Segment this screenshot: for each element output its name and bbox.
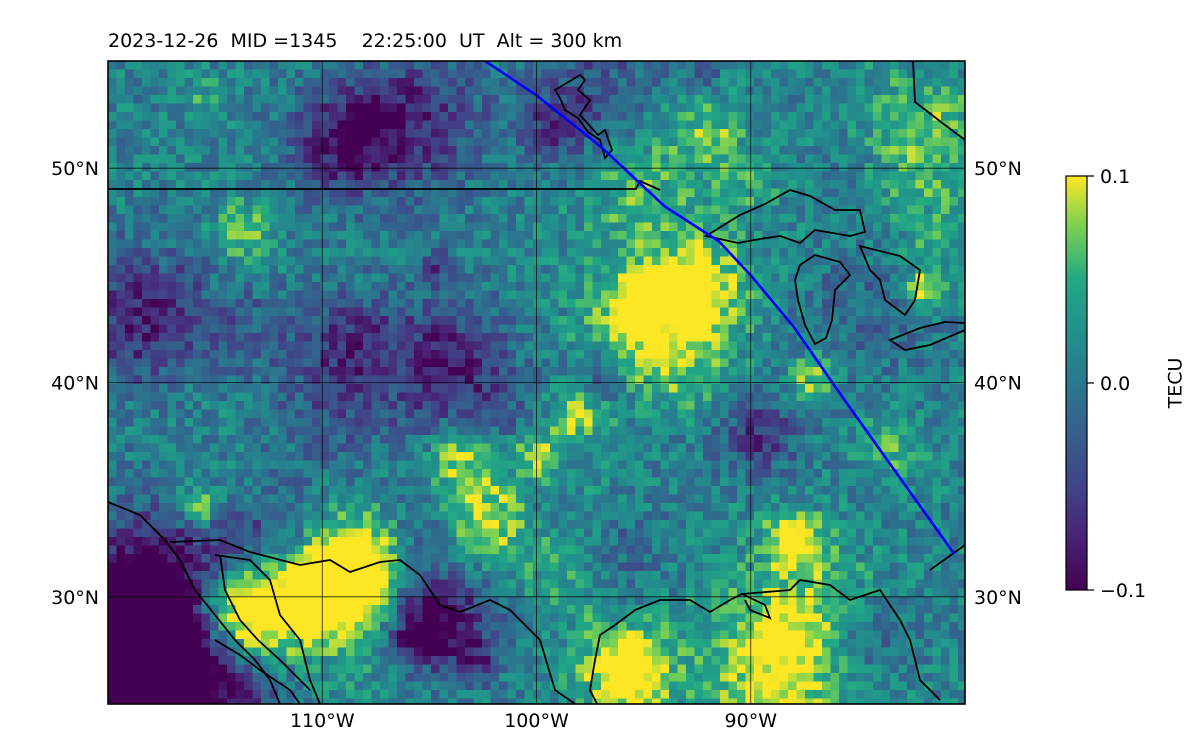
- east-us-coast: [929, 544, 965, 571]
- colorbar-tick-label: 0.0: [1100, 373, 1130, 395]
- satellite-track: [484, 61, 956, 555]
- pacific-coast-mainland: [219, 554, 311, 691]
- lon-tick-label: 100°W: [504, 710, 569, 732]
- lat-tick-label-left: 50°N: [51, 158, 99, 180]
- great-lakes-michigan: [794, 254, 852, 346]
- satellite-track-line: [484, 61, 956, 555]
- gulf-coast-texas: [589, 592, 772, 704]
- colorbar-tick-label: 0.1: [1100, 166, 1130, 188]
- us-canada-border: [108, 179, 661, 191]
- colorbar-gradient: [1065, 175, 1088, 591]
- colorbar-ticks: 0.1 0.0 −0.1: [1087, 166, 1146, 602]
- baja-california-coast: [108, 501, 281, 704]
- lat-tick-label-left: 40°N: [51, 373, 99, 395]
- canada-east-coast: [912, 61, 965, 141]
- coastlines: [108, 61, 965, 704]
- great-lakes-erie-ontario: [888, 321, 965, 351]
- lon-tick-labels: 110°W 100°W 90°W: [290, 710, 777, 732]
- great-lakes-huron: [858, 244, 921, 317]
- mexico-pacific-coast: [214, 639, 301, 704]
- lat-tick-labels: 30°N 30°N 40°N 40°N 50°N 50°N: [51, 158, 1022, 609]
- lon-tick-label: 90°W: [725, 710, 778, 732]
- lat-tick-label-right: 50°N: [974, 158, 1022, 180]
- colorbar-tick-label: −0.1: [1100, 580, 1146, 602]
- lon-tick-label: 110°W: [290, 710, 355, 732]
- plot-frame: [107, 60, 966, 705]
- great-lakes-superior: [703, 189, 867, 245]
- hudson-bay-coast: [553, 73, 614, 160]
- gulf-of-california-coast: [214, 554, 321, 704]
- gridlines: [108, 61, 965, 704]
- tec-field-raster: [108, 61, 965, 704]
- florida-coast: [741, 579, 941, 701]
- colorbar: 0.1 0.0 −0.1 TECU: [1065, 166, 1187, 602]
- lat-tick-label-right: 40°N: [974, 373, 1022, 395]
- colorbar-label: TECU: [1165, 358, 1187, 410]
- lat-tick-label-left: 30°N: [51, 587, 99, 609]
- map-title: 2023-12-26 MID =1345 22:25:00 UT Alt = 3…: [108, 30, 623, 52]
- lat-tick-label-right: 30°N: [974, 587, 1022, 609]
- us-mexico-border: [169, 539, 576, 704]
